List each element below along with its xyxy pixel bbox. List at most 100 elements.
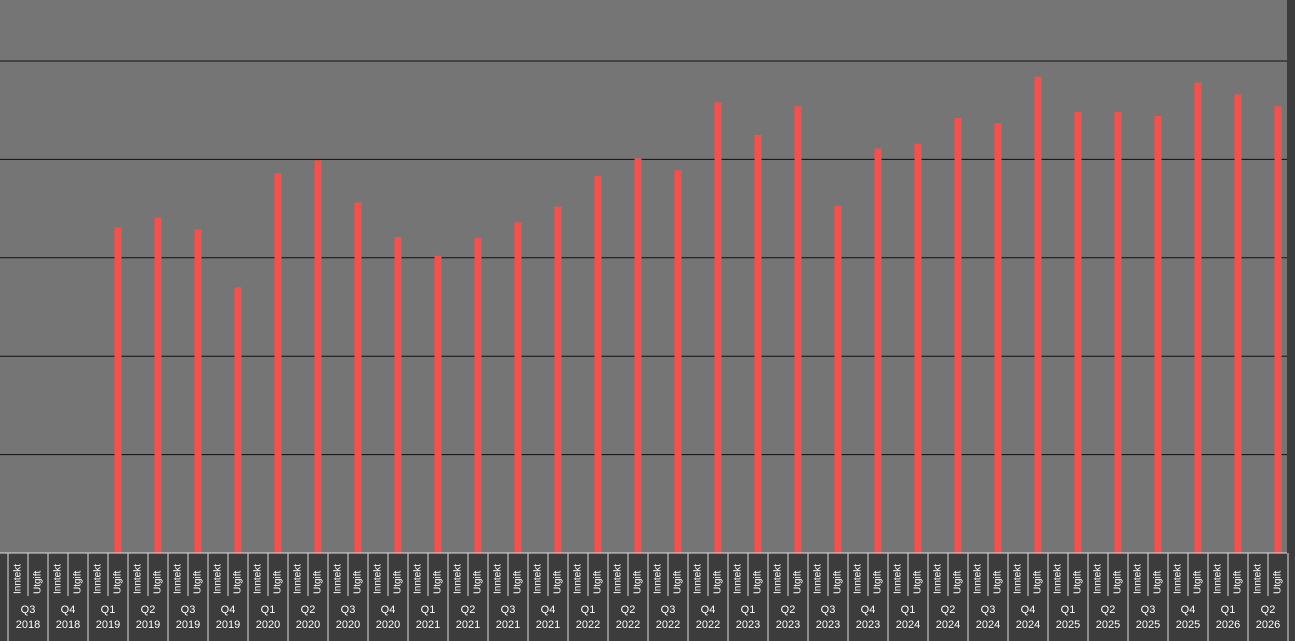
bar — [674, 170, 682, 553]
year-label: 2024 — [976, 619, 1000, 631]
sub-label: Utgift — [1113, 570, 1124, 594]
bar — [1034, 76, 1042, 554]
sub-label: Inntekt — [13, 564, 24, 594]
bar — [434, 255, 442, 553]
bar — [794, 106, 802, 554]
sub-label: Utgift — [753, 570, 764, 594]
year-label: 2021 — [496, 619, 520, 631]
quarter-label: Q3 — [1141, 604, 1156, 616]
year-label: 2019 — [96, 619, 120, 631]
bar — [914, 143, 922, 553]
sub-label: Utgift — [313, 570, 324, 594]
sub-label: Inntekt — [1013, 564, 1024, 594]
quarter-label: Q1 — [101, 604, 116, 616]
year-label: 2025 — [1136, 619, 1160, 631]
sub-label: Inntekt — [1253, 564, 1264, 594]
sub-label: Inntekt — [1173, 564, 1184, 594]
quarter-label: Q4 — [541, 604, 556, 616]
sub-label: Inntekt — [1133, 564, 1144, 594]
bar — [594, 176, 602, 553]
sub-label: Utgift — [353, 570, 364, 594]
sub-label: Inntekt — [693, 564, 704, 594]
sub-label: Utgift — [113, 570, 124, 594]
year-label: 2021 — [416, 619, 440, 631]
quarter-label: Q2 — [621, 604, 636, 616]
quarter-label: Q3 — [501, 604, 516, 616]
sub-label: Inntekt — [413, 564, 424, 594]
sub-label: Inntekt — [653, 564, 664, 594]
sub-label: Utgift — [913, 570, 924, 594]
sub-label: Inntekt — [533, 564, 544, 594]
sub-label: Utgift — [433, 570, 444, 594]
bar — [754, 134, 762, 554]
quarter-label: Q1 — [901, 604, 916, 616]
quarter-label: Q2 — [1101, 604, 1116, 616]
bar — [154, 217, 162, 553]
year-label: 2022 — [656, 619, 680, 631]
quarter-label: Q3 — [21, 604, 36, 616]
sub-label: Utgift — [793, 570, 804, 594]
quarter-label: Q1 — [421, 604, 436, 616]
bar — [314, 160, 322, 553]
quarter-label: Q4 — [61, 604, 76, 616]
quarter-label: Q3 — [821, 604, 836, 616]
bar — [994, 122, 1002, 553]
sub-label: Utgift — [33, 570, 44, 594]
sub-label: Utgift — [1233, 570, 1244, 594]
quarter-label: Q1 — [581, 604, 596, 616]
quarter-label: Q2 — [461, 604, 476, 616]
sub-label: Inntekt — [1053, 564, 1064, 594]
year-label: 2020 — [296, 619, 320, 631]
bar — [714, 102, 722, 553]
year-label: 2026 — [1216, 619, 1240, 631]
sub-label: Inntekt — [293, 564, 304, 594]
sub-label: Inntekt — [213, 564, 224, 594]
year-label: 2023 — [736, 619, 760, 631]
sub-label: Utgift — [953, 570, 964, 594]
year-label: 2024 — [936, 619, 960, 631]
bar — [274, 173, 282, 553]
quarter-label: Q3 — [661, 604, 676, 616]
year-label: 2026 — [1256, 619, 1280, 631]
bar — [834, 205, 842, 554]
quarter-label: Q4 — [1181, 604, 1196, 616]
sub-label: Utgift — [233, 570, 244, 594]
sub-label: Inntekt — [973, 564, 984, 594]
quarter-label: Q3 — [181, 604, 196, 616]
year-label: 2025 — [1176, 619, 1200, 631]
bar — [1194, 82, 1202, 554]
sub-label: Inntekt — [613, 564, 624, 594]
sub-label: Inntekt — [493, 564, 504, 594]
bar — [1154, 116, 1162, 553]
sub-label: Utgift — [1273, 570, 1284, 594]
quarter-label: Q1 — [1061, 604, 1076, 616]
quarter-label: Q3 — [981, 604, 996, 616]
quarter-label: Q1 — [261, 604, 276, 616]
bar — [474, 238, 482, 553]
quarter-label: Q4 — [861, 604, 876, 616]
bar — [554, 206, 562, 553]
bar — [354, 202, 362, 554]
year-label: 2019 — [136, 619, 160, 631]
sub-label: Inntekt — [93, 564, 104, 594]
sub-label: Utgift — [593, 570, 604, 594]
bar — [194, 229, 202, 553]
year-label: 2021 — [456, 619, 480, 631]
year-label: 2022 — [696, 619, 720, 631]
sub-label: Inntekt — [813, 564, 824, 594]
sub-label: Utgift — [993, 570, 1004, 594]
sub-label: Utgift — [193, 570, 204, 594]
quarter-label: Q4 — [381, 604, 396, 616]
bar — [1274, 106, 1282, 554]
bar — [114, 227, 122, 553]
sub-label: Utgift — [553, 570, 564, 594]
year-label: 2022 — [576, 619, 600, 631]
year-label: 2019 — [176, 619, 200, 631]
bar — [514, 222, 522, 553]
year-label: 2024 — [896, 619, 920, 631]
quarter-label: Q2 — [141, 604, 156, 616]
sub-label: Utgift — [1193, 570, 1204, 594]
sub-label: Inntekt — [773, 564, 784, 594]
quarter-label: Q2 — [941, 604, 956, 616]
